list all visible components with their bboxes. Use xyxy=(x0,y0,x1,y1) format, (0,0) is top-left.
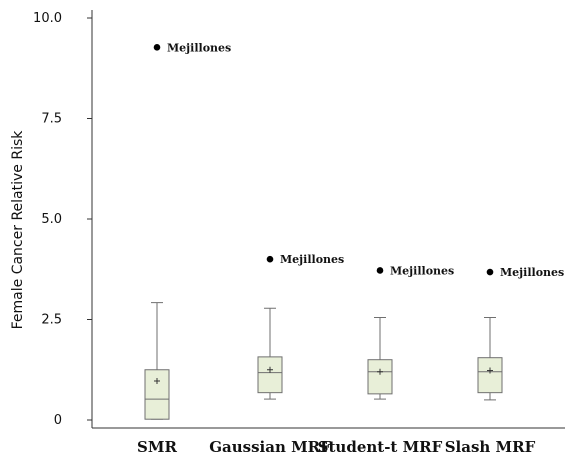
outlier-label: Mejillones xyxy=(167,41,231,54)
box-3: Mejillones xyxy=(367,264,454,400)
y-tick-label: 5.0 xyxy=(41,212,62,227)
outlier-label: Mejillones xyxy=(500,266,564,279)
boxes: Mejillones Mejillones Mejillones Mejillones xyxy=(144,41,564,420)
outlier-point xyxy=(486,268,494,276)
iqr-box xyxy=(367,359,393,395)
outlier-point xyxy=(376,267,384,274)
y-axis-label: Female Cancer Relative Risk xyxy=(10,130,26,330)
x-tick-label: SMR xyxy=(137,438,177,456)
iqr-box xyxy=(144,369,170,420)
box-4: Mejillones xyxy=(477,266,564,401)
outlier-point xyxy=(153,44,161,51)
y-tick-label: 7.5 xyxy=(41,112,62,127)
iqr-box xyxy=(477,357,503,394)
y-tick-label: 2.5 xyxy=(41,313,62,328)
y-ticks: 0 2.5 5.0 7.5 10.0 xyxy=(33,11,92,428)
iqr-box xyxy=(257,356,283,394)
y-tick-label: 10.0 xyxy=(33,11,62,26)
box-2: Mejillones xyxy=(257,253,344,400)
x-tick-label: Slash MRF xyxy=(445,438,536,456)
x-tick-label: Student-t MRF xyxy=(318,438,443,456)
y-tick-label: 0 xyxy=(54,413,62,428)
outlier-label: Mejillones xyxy=(280,253,344,266)
outlier-label: Mejillones xyxy=(390,264,454,277)
box-1: Mejillones xyxy=(144,41,231,420)
x-tick-label: Gaussian MRF xyxy=(209,438,331,456)
outlier-point xyxy=(266,255,274,263)
